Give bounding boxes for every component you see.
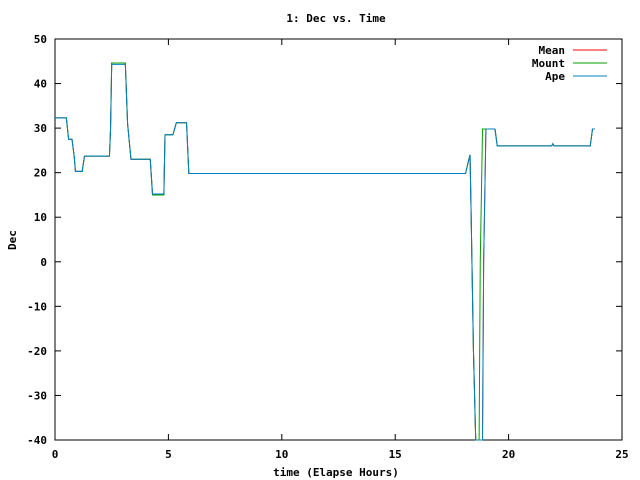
- y-tick-label: 10: [34, 211, 47, 224]
- series-line-ape: [55, 63, 595, 441]
- x-tick-label: 15: [389, 448, 402, 461]
- x-axis-label: time (Elapse Hours): [273, 466, 399, 479]
- series-line-mean: [55, 62, 595, 441]
- y-tick-label: 40: [34, 78, 47, 91]
- x-tick-label: 25: [615, 448, 628, 461]
- y-tick-label: 20: [34, 167, 47, 180]
- legend-label-mean: Mean: [539, 44, 566, 57]
- y-axis-label: Dec: [6, 230, 19, 250]
- y-tick-label: 50: [34, 33, 47, 46]
- series-lines: [55, 62, 595, 441]
- x-tick-label: 0: [52, 448, 59, 461]
- chart-title: 1: Dec vs. Time: [286, 12, 386, 25]
- x-tick-label: 20: [502, 448, 515, 461]
- legend-label-mount: Mount: [532, 57, 565, 70]
- plot-frame: [54, 38, 623, 441]
- y-tick-label: -40: [27, 434, 47, 447]
- y-tick-label: 30: [34, 122, 47, 135]
- x-tick-label: 5: [165, 448, 172, 461]
- series-line-mount: [55, 62, 595, 441]
- y-tick-label: -30: [27, 389, 47, 402]
- legend-label-ape: Ape: [545, 70, 565, 83]
- x-tick-label: 10: [275, 448, 288, 461]
- y-tick-label: -20: [27, 345, 47, 358]
- y-tick-label: 0: [40, 256, 47, 269]
- ticks: 0 5 10 15 20 25 -40 -30 -20 -10 0 10 20 30 40 50: [27, 33, 629, 461]
- axes: [54, 38, 623, 441]
- y-tick-label: -10: [27, 300, 47, 313]
